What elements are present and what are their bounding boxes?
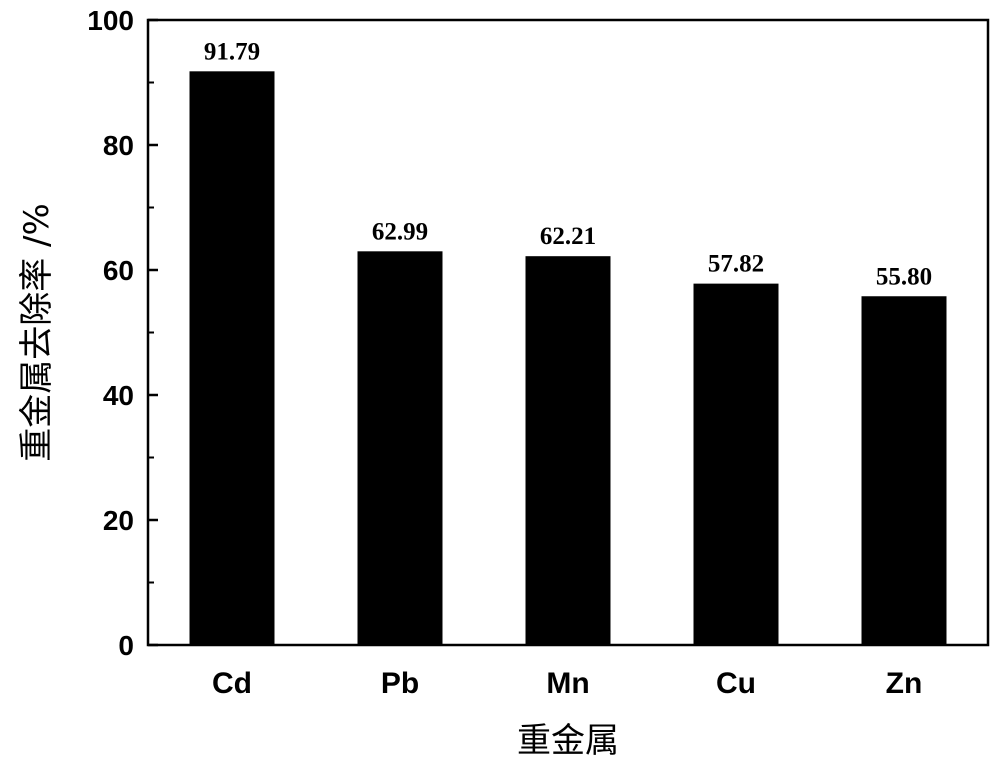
data-label: 62.99 — [372, 218, 428, 245]
bar-pb — [358, 251, 443, 645]
y-tick-label: 100 — [87, 5, 134, 36]
bar-zn — [862, 296, 947, 645]
y-tick-label: 0 — [118, 630, 134, 661]
y-tick-label: 40 — [103, 380, 134, 411]
data-label: 91.79 — [204, 38, 260, 65]
bars-group — [190, 71, 947, 645]
data-labels: 91.79 62.99 62.21 57.82 55.80 — [204, 38, 932, 290]
y-tick-label: 80 — [103, 130, 134, 161]
x-tick-label: Zn — [886, 667, 923, 700]
y-tick-label: 60 — [103, 255, 134, 286]
data-label: 55.80 — [876, 263, 932, 290]
x-tick-label: Pb — [381, 667, 419, 700]
data-label: 62.21 — [540, 223, 596, 250]
x-tick-label: Mn — [546, 667, 589, 700]
x-axis-title: 重金属 — [517, 721, 619, 761]
y-axis-title: 重金属去除率 /% — [17, 203, 57, 462]
bar-cd — [190, 71, 275, 645]
data-label: 57.82 — [708, 251, 764, 278]
bar-cu — [694, 284, 779, 645]
y-tick-label: 20 — [103, 505, 134, 536]
x-tick-label: Cu — [716, 667, 756, 700]
x-tick-label: Cd — [212, 667, 252, 700]
bar-mn — [526, 256, 611, 645]
